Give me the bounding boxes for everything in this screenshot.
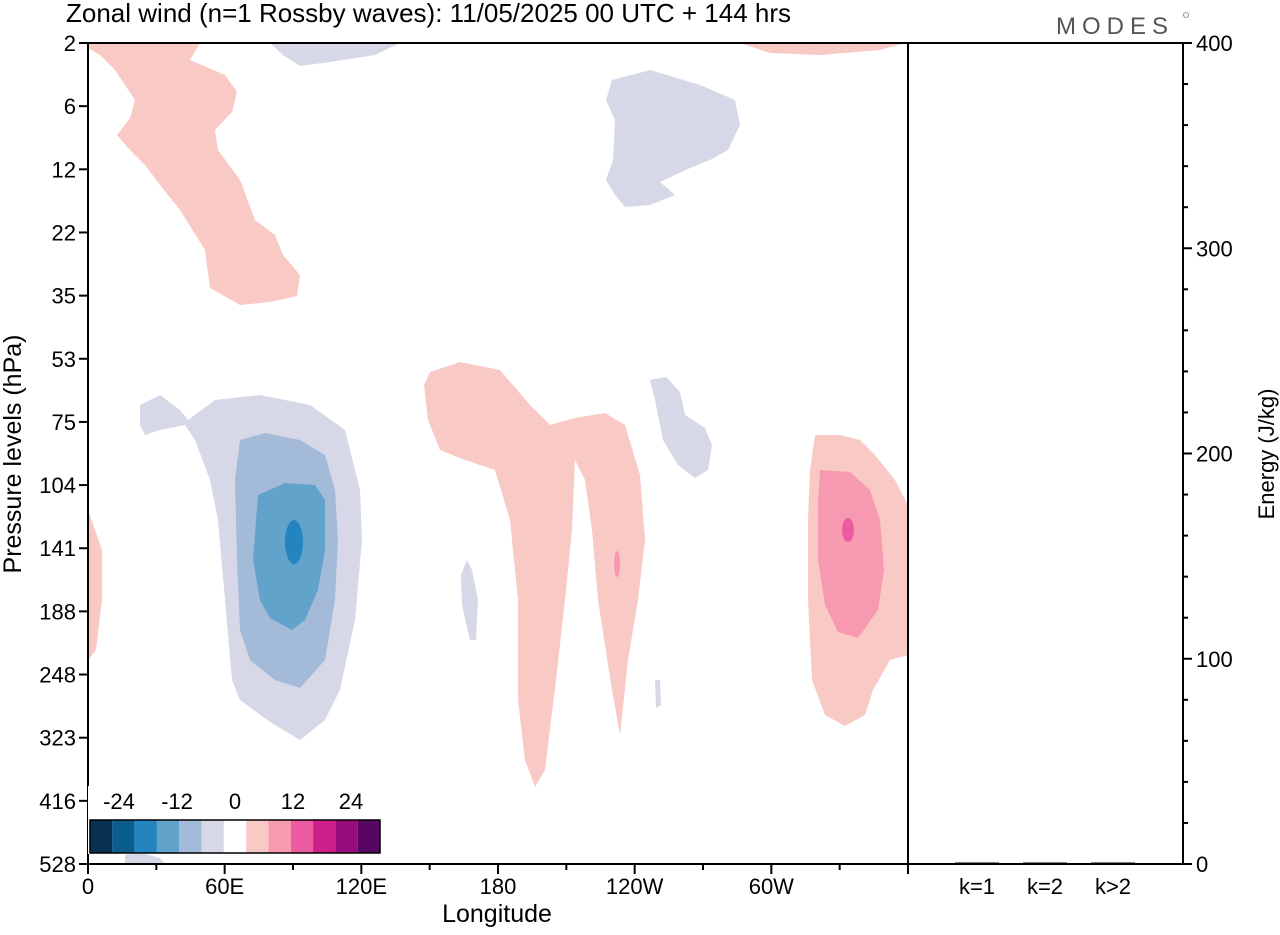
energy-tick-label: 100 [1196, 647, 1233, 672]
energy-bar [955, 862, 999, 864]
energy-tick-label: 300 [1196, 236, 1233, 261]
y-tick-label: 248 [39, 663, 76, 688]
colorbar-swatch [268, 820, 291, 853]
y-tick-label: 6 [64, 94, 76, 119]
chart-title: Zonal wind (n=1 Rossby waves): 11/05/202… [66, 0, 791, 28]
energy-axis-label: Energy (J/kg) [1254, 389, 1279, 520]
x-tick-label: 0 [82, 874, 94, 899]
colorbar-label: -12 [161, 789, 193, 814]
colorbar-label: 24 [339, 789, 363, 814]
y-tick-label: 12 [52, 157, 76, 182]
colorbar-swatch [134, 820, 157, 853]
colorbar-swatch [112, 820, 135, 853]
colorbar-swatch [357, 820, 380, 853]
energy-category-labels: k=1 k=2 k>2 [959, 874, 1131, 899]
energy-tick-label: 200 [1196, 442, 1233, 467]
y-tick-label: 75 [52, 410, 76, 435]
contour-negative-1 [461, 560, 478, 640]
y-axis-ticks: 2 6 12 22 35 53 75 104 141 188 248 323 416 528 [39, 31, 88, 877]
contour-positive-1 [740, 43, 905, 55]
colorbar-label: 0 [229, 789, 241, 814]
contour-negative-1 [270, 43, 400, 66]
x-tick-label: 60W [749, 874, 794, 899]
y-tick-label: 188 [39, 599, 76, 624]
colorbar-label: -24 [103, 789, 135, 814]
colorbar-swatch [290, 820, 314, 853]
energy-tick-label: 0 [1196, 852, 1208, 877]
energy-tick-label: 400 [1196, 31, 1233, 56]
colorbar-swatch [156, 820, 180, 853]
x-tick-label: 180 [480, 874, 517, 899]
contour-positive-1 [88, 43, 300, 305]
y-axis-label: Pressure levels (hPa) [0, 335, 27, 574]
energy-bar [1023, 862, 1067, 864]
contour-positive-1 [424, 362, 645, 787]
logo-mark-icon [1183, 12, 1189, 18]
energy-category-label: k=2 [1027, 874, 1063, 899]
contour-positive-2 [818, 470, 884, 638]
colorbar-swatch [201, 820, 224, 853]
colorbar-swatch [313, 820, 336, 853]
contour-negative-1 [650, 377, 712, 478]
y-tick-label: 35 [52, 284, 76, 309]
contour-positive-2 [614, 551, 620, 577]
energy-category-label: k=1 [959, 874, 995, 899]
contour-negative-4 [285, 520, 303, 564]
y-tick-label: 416 [39, 789, 76, 814]
y-tick-label: 22 [52, 220, 76, 245]
y-tick-label: 104 [39, 473, 76, 498]
contour-negative-1 [606, 70, 740, 207]
y-tick-label: 323 [39, 726, 76, 751]
y-tick-label: 2 [64, 31, 76, 56]
x-axis-label: Longitude [442, 900, 552, 928]
colorbar-labels: -24 -12 0 12 24 [103, 789, 363, 814]
x-axis-ticks: 0 60E 120E 180 120W 60W [82, 864, 909, 899]
energy-category-label: k>2 [1095, 874, 1131, 899]
contour-negative-1 [125, 852, 165, 864]
x-tick-label: 120E [336, 874, 387, 899]
colorbar-swatch [90, 820, 113, 853]
contour-positive-1 [88, 510, 102, 660]
energy-axis-ticks: 0 100 200 300 400 [1183, 31, 1233, 877]
contour-negative-1 [655, 680, 661, 708]
colorbar-frame [89, 819, 381, 854]
colorbar: -24 -12 0 12 24 [88, 786, 382, 854]
y-tick-label: 528 [39, 852, 76, 877]
colorbar-swatch [179, 820, 202, 853]
energy-bar [1091, 862, 1135, 864]
x-tick-label: 60E [205, 874, 244, 899]
colorbar-swatches [89, 819, 381, 854]
colorbar-label: 12 [281, 789, 305, 814]
colorbar-swatch [335, 820, 358, 853]
colorbar-swatch [246, 820, 269, 853]
y-tick-label: 53 [52, 347, 76, 372]
y-tick-label: 141 [39, 536, 76, 561]
contour-fill-layer [88, 43, 908, 864]
colorbar-swatch [223, 820, 247, 853]
x-tick-label: 120W [606, 874, 664, 899]
energy-bars [955, 862, 1135, 864]
modes-logo: MODES [1056, 13, 1174, 40]
contour-positive-3 [842, 518, 854, 542]
